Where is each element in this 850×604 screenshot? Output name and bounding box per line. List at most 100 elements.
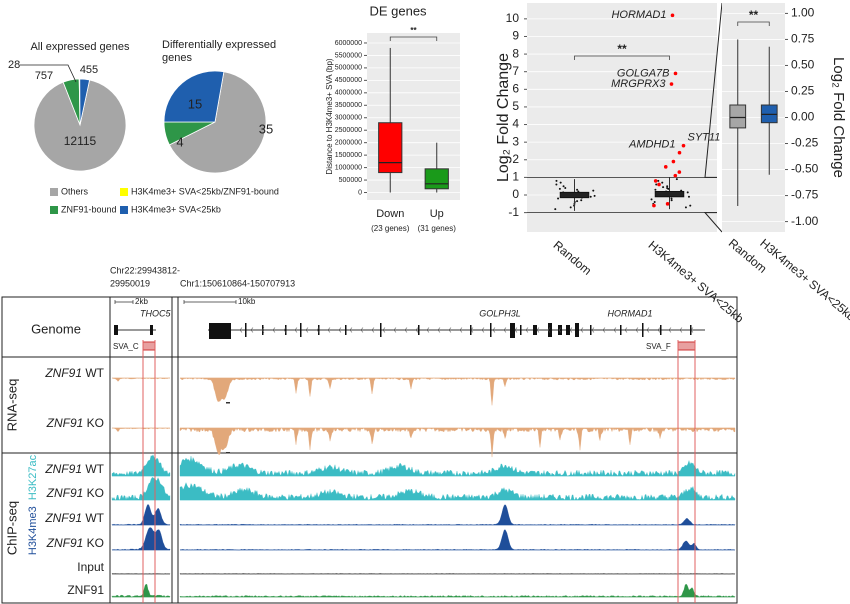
gene-label: THOC5 [140,308,171,318]
mark-labels: H3K4me3 H3K27ac [27,454,39,555]
point [593,194,596,197]
y-tick-label: 4 [512,117,519,131]
strand-arrow [382,327,386,333]
y-tick-label: 4500000 [335,77,362,84]
strand-arrow [437,327,441,333]
mark-label: H3K4me3 [27,506,39,555]
signal-track [111,477,171,501]
point [555,183,558,186]
strand-arrow [371,327,375,333]
track-gene: ZNF91 [44,462,82,476]
gene-label: MRGPRX3 [611,78,666,90]
track-condition: WT [85,366,104,380]
strand-arrow [459,327,463,333]
track-condition: WT [85,462,104,476]
scale-label: 10kb [238,297,256,306]
y-tick-label: 0 [512,187,519,201]
point [554,208,557,211]
strand-arrow [635,327,639,333]
section-label: Genome [31,321,81,336]
strand-arrow [404,327,408,333]
y-tick-label: 5000000 [335,65,362,72]
y-tick-label: 1 [512,170,519,184]
pie-title: All expressed genes [30,41,130,53]
point [661,181,664,184]
point [654,188,657,191]
legend-label: H3K4me3+ SVA<25kb/ZNF91-bound [131,186,279,196]
pie-label: 35 [259,121,273,136]
strand-arrow [558,327,562,333]
zoom-connector [704,2,723,178]
y-tick-label: -0.75 [791,188,819,202]
point [564,186,567,189]
gene-label: GOLGA7B [617,67,670,79]
exon [285,325,287,335]
pie-label: 12115 [64,134,97,148]
significance-label: ** [410,26,417,35]
section-label: RNA-seq [4,379,19,432]
point [670,199,673,202]
highlight-point [673,71,678,76]
browser-frame [1,296,738,604]
highlight-point [665,202,670,206]
strand-arrow [294,327,298,333]
gene-label: HORMAD1 [611,9,666,21]
legend-swatch [120,206,128,214]
legend-swatch [50,206,58,214]
exon [510,323,515,338]
track-name: Input [77,560,104,574]
y-tick-label: 2500000 [335,127,362,134]
y-tick-label: 500000 [339,177,362,184]
track-gene: ZNF91 [46,416,84,430]
y-tick-label: 1.00 [791,6,815,20]
pie-slice [33,79,127,172]
strand-arrow [349,327,353,333]
x-tick-label: Up [430,208,444,220]
exon [262,325,264,335]
point [667,187,670,190]
exon [150,325,153,335]
exon [318,325,320,335]
track-label: ZNF91 KO [46,486,104,500]
signal-track [111,583,171,598]
strand-arrow [470,327,474,333]
strand-arrow [547,327,551,333]
strand-arrow [448,327,452,333]
highlight-point [673,173,678,178]
strand-arrow [503,327,507,333]
strand-arrow [569,327,573,333]
mark-label: H3K27ac [27,454,39,500]
point [576,200,579,203]
strand-arrow [481,327,485,333]
signal-track [179,427,736,458]
track-condition: KO [87,416,104,430]
y-tick-label: 1000000 [335,164,362,171]
significance-bracket [389,36,438,41]
point [670,197,673,200]
signal-track [179,482,736,501]
highlight-point [657,182,661,187]
sva-label: SVA_C [113,342,139,351]
gene-label: AMDHD1 [628,139,675,151]
track-label: ZNF91 KO [46,536,104,550]
y-axis-label: Log₂ Fold Change [495,53,512,182]
region-coords: Chr22:29943812- [110,265,180,275]
zoom-connector [703,212,723,233]
pie-label: 28 [8,59,20,71]
exon [245,323,247,337]
pie-slice [163,70,225,123]
y-tick-label: 1500000 [335,152,362,159]
scale-bar [114,300,134,304]
track-condition: KO [87,536,104,550]
exon [558,325,562,335]
exon [345,325,347,335]
strand-arrow [360,327,364,333]
pie-label: 455 [80,64,98,76]
significance-bracket [737,21,770,26]
highlight-point [681,143,686,148]
y-tick-label: 2000000 [335,140,362,147]
exon [380,323,382,337]
pie-label: 757 [35,70,53,82]
y-tick-label: -0.50 [791,162,819,176]
track-gene: ZNF91 [44,511,82,525]
